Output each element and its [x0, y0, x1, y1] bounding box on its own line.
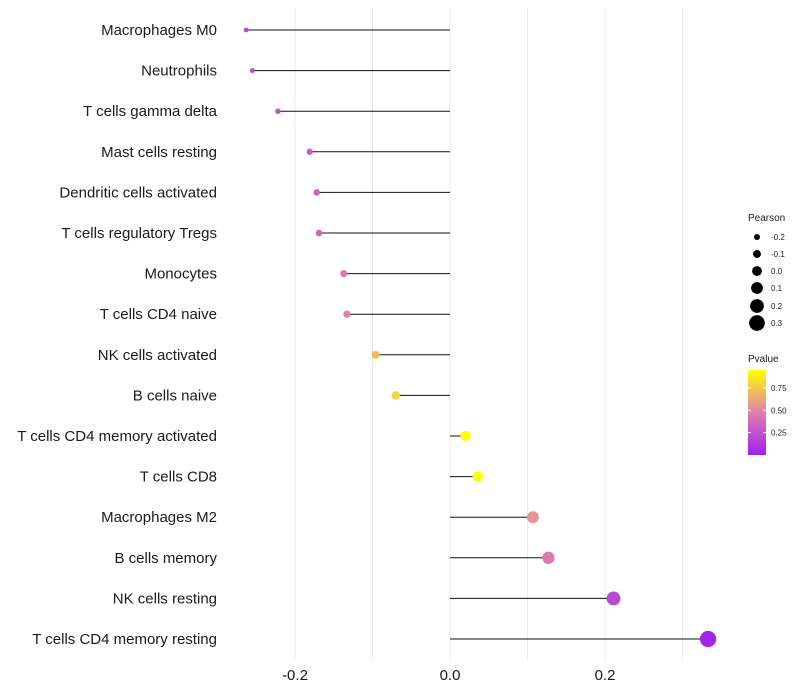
category-label: Neutrophils: [141, 63, 217, 80]
lollipop-point: [460, 430, 471, 442]
size-legend-title: Pearson: [748, 213, 785, 224]
x-tick-label: 0.2: [595, 667, 616, 684]
size-legend-dot: [749, 315, 765, 331]
category-label: T cells CD4 memory activated: [17, 428, 217, 445]
size-legend-label: 0.2: [771, 302, 783, 311]
color-legend-label: 0.50: [771, 406, 787, 415]
lollipop-point: [371, 350, 380, 359]
lollipop-point: [275, 108, 281, 114]
category-label: B cells memory: [114, 550, 217, 567]
size-legend-label: 0.1: [771, 284, 783, 293]
category-label: T cells regulatory Tregs: [61, 225, 217, 242]
category-label: Mast cells resting: [101, 144, 217, 161]
lollipop-point: [526, 511, 539, 524]
color-legend-bar: [748, 370, 766, 455]
category-label: Macrophages M2: [101, 509, 217, 526]
lollipop-point: [472, 471, 484, 482]
lollipop-point: [243, 27, 249, 33]
size-legend-dot: [754, 234, 760, 240]
lollipop-point: [315, 229, 323, 237]
lollipop-point: [306, 148, 313, 155]
size-legend-label: -0.2: [771, 233, 785, 242]
category-label: NK cells activated: [98, 347, 217, 364]
color-legend-title: Pvalue: [748, 354, 779, 365]
lollipop-point: [391, 391, 400, 400]
size-legend-dot: [750, 299, 764, 313]
lollipop-point: [340, 270, 348, 278]
lollipop-point: [542, 551, 555, 564]
category-label: NK cells resting: [113, 590, 217, 607]
lollipop-point: [343, 310, 351, 318]
category-label: T cells CD8: [140, 469, 217, 486]
color-legend-label: 0.75: [771, 384, 787, 393]
category-label: Dendritic cells activated: [59, 184, 217, 201]
size-legend-dot: [752, 266, 762, 276]
category-label: Macrophages M0: [101, 22, 217, 39]
lollipop-point: [606, 591, 621, 606]
size-legend-label: 0.3: [771, 319, 783, 328]
category-label: T cells gamma delta: [83, 103, 218, 120]
x-tick-label: 0.0: [440, 667, 461, 684]
lollipop-point: [699, 630, 717, 648]
x-tick-label: -0.2: [282, 667, 308, 684]
size-legend-dot: [753, 250, 761, 258]
size-legend-label: 0.0: [771, 267, 783, 276]
category-label: Monocytes: [144, 266, 217, 283]
lollipop-point: [313, 189, 320, 196]
category-label: B cells naive: [133, 387, 217, 404]
category-label: T cells CD4 naive: [100, 306, 217, 323]
lollipop-point: [249, 68, 255, 74]
color-legend-label: 0.25: [771, 429, 787, 438]
size-legend-label: -0.1: [771, 250, 785, 259]
size-legend-dot: [751, 282, 763, 294]
category-label: T cells CD4 memory resting: [32, 631, 217, 648]
